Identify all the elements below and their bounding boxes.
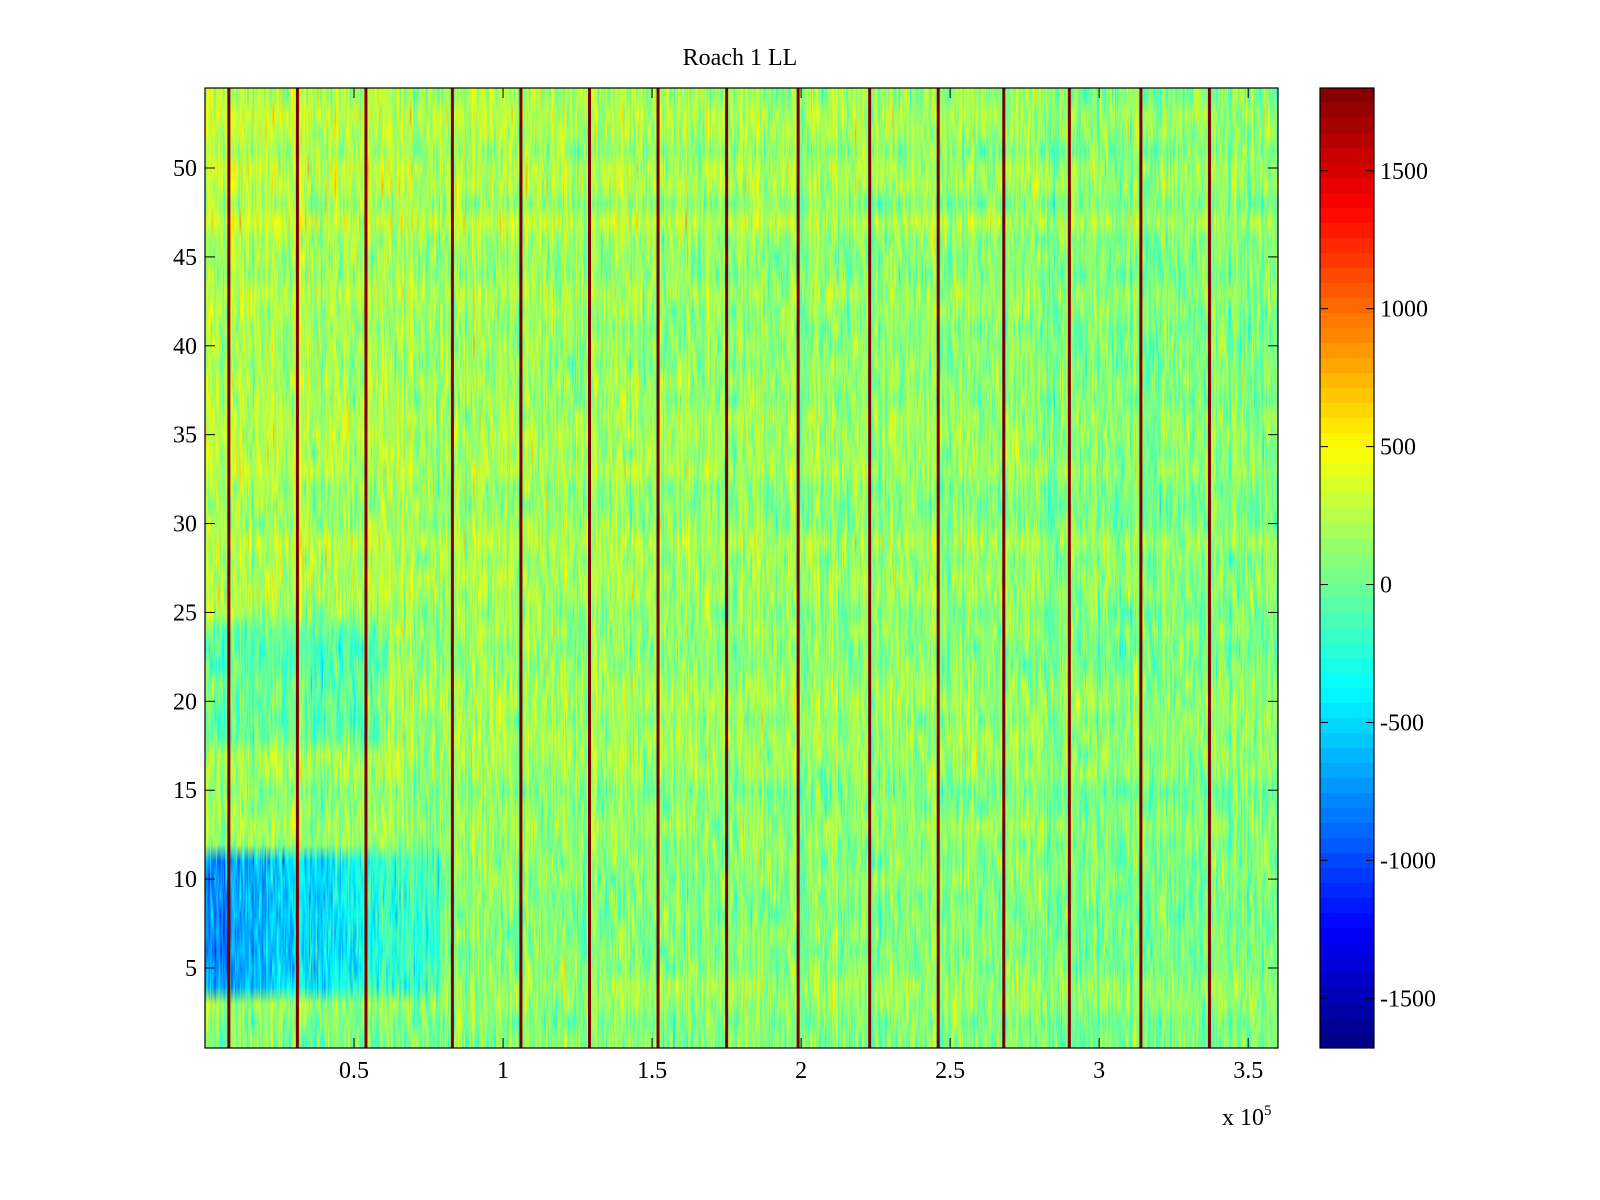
heatmap-image xyxy=(205,88,1278,1048)
y-axis: 5 10 15 20 25 30 35 40 45 50 xyxy=(173,156,1278,982)
x-tick-label: 1 xyxy=(497,1058,509,1084)
x-tick-label: 3 xyxy=(1093,1058,1105,1084)
colorbar-ticks: -1500 -1000 -500 0 500 1000 1500 xyxy=(1320,159,1436,1012)
colorbar: -1500 -1000 -500 0 500 1000 1500 xyxy=(1319,87,1436,1049)
x-exponent-base: x 10 xyxy=(1222,1105,1264,1131)
colorbar-tick-label: -500 xyxy=(1380,710,1424,736)
x-exponent-label: x 105 xyxy=(1222,1103,1272,1131)
chart-title: Roach 1 LL xyxy=(683,45,798,71)
x-tick-label: 1.5 xyxy=(637,1058,667,1084)
x-tick-label: 0.5 xyxy=(339,1058,369,1084)
y-tick-label: 15 xyxy=(173,778,197,804)
colorbar-frame xyxy=(1319,87,1375,1049)
plot-frame xyxy=(204,87,1279,1049)
colorbar-tick-label: -1500 xyxy=(1380,986,1436,1012)
y-tick-label: 30 xyxy=(173,512,197,538)
x-axis: 0.5 1 1.5 2 2.5 3 3.5 xyxy=(339,88,1263,1084)
y-tick-label: 40 xyxy=(173,334,197,360)
colorbar-tick-label: 1000 xyxy=(1380,297,1428,323)
x-tick-label: 2.5 xyxy=(935,1058,965,1084)
colorbar-tick-label: 0 xyxy=(1380,573,1392,599)
heatmap-axes: 0.5 1 1.5 2 2.5 3 3.5 5 10 15 20 25 30 35 40 45 50 xyxy=(173,87,1279,1084)
y-tick-label: 35 xyxy=(173,423,197,449)
colorbar-tick-label: -1000 xyxy=(1380,848,1436,874)
colorbar-tick-label: 500 xyxy=(1380,435,1416,461)
y-tick-label: 20 xyxy=(173,689,197,715)
y-tick-label: 45 xyxy=(173,245,197,271)
colorbar-tick-label: 1500 xyxy=(1380,159,1428,185)
x-tick-label: 3.5 xyxy=(1233,1058,1263,1084)
y-tick-label: 5 xyxy=(185,956,197,982)
x-tick-label: 2 xyxy=(795,1058,807,1084)
y-tick-label: 25 xyxy=(173,600,197,626)
y-tick-label: 50 xyxy=(173,156,197,182)
stripe-group xyxy=(227,88,1211,1048)
colorbar-image xyxy=(1320,88,1374,1048)
y-tick-label: 10 xyxy=(173,867,197,893)
x-exponent-power: 5 xyxy=(1264,1103,1272,1119)
